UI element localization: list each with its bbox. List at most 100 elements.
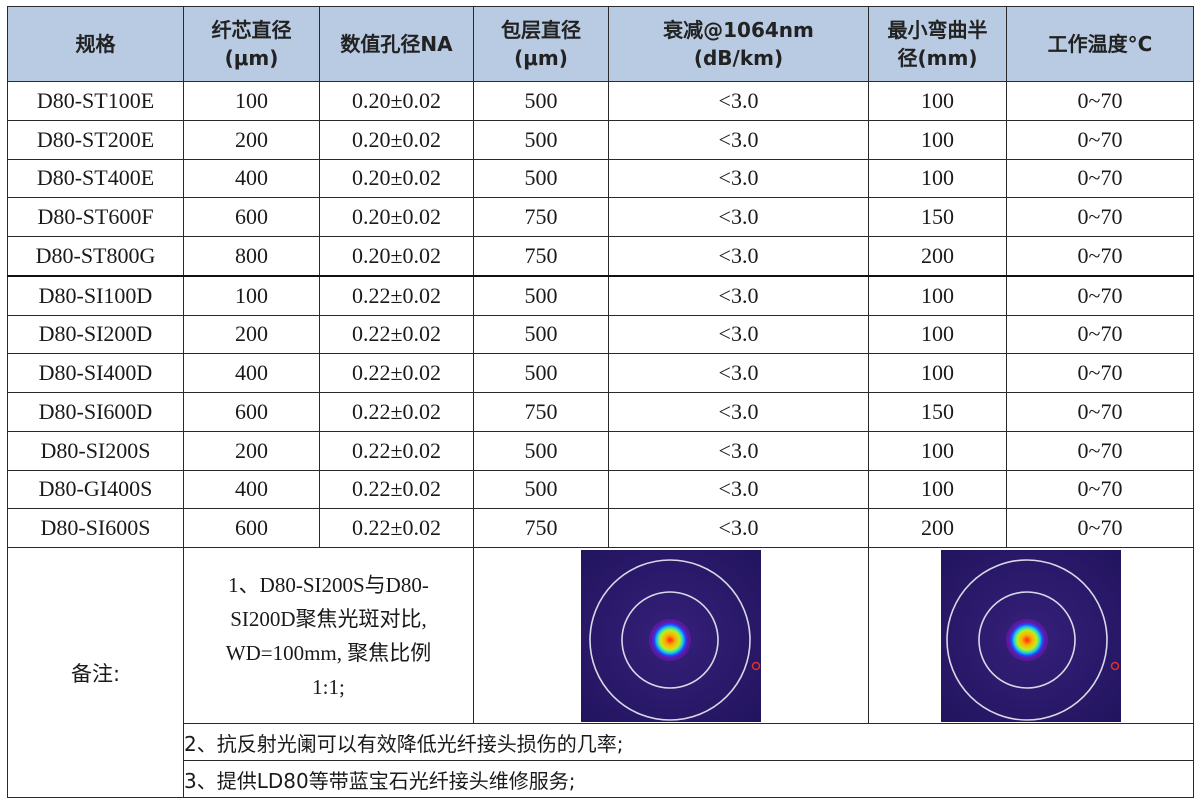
remark-note-1-line: 1、D80-SI200S与D80-	[228, 572, 429, 597]
cell-spec: D80-ST800G	[7, 235, 184, 277]
cell-core-diameter: 200	[183, 314, 320, 355]
cell-attenuation: <3.0	[608, 469, 869, 510]
header-na: 数值孔径NA	[319, 6, 474, 82]
header-min-bend-radius: 最小弯曲半 径(mm)	[868, 6, 1007, 82]
cell-cladding-diameter: 500	[473, 274, 609, 316]
cell-na: 0.22±0.02	[319, 274, 474, 316]
cell-min-bend-radius: 100	[868, 430, 1007, 471]
cell-na: 0.22±0.02	[319, 353, 474, 394]
remark-note-1: 1、D80-SI200S与D80- SI200D聚焦光斑对比, WD=100mm…	[183, 547, 474, 725]
cell-core-diameter: 200	[183, 430, 320, 471]
cell-attenuation: <3.0	[608, 508, 869, 549]
cell-operating-temperature: 0~70	[1006, 158, 1194, 199]
cell-core-diameter: 600	[183, 392, 320, 432]
header-core-diameter: 纤芯直径 (μm)	[183, 6, 320, 82]
cell-operating-temperature: 0~70	[1006, 119, 1194, 160]
cell-attenuation: <3.0	[608, 235, 869, 277]
table-row: D80-SI600S 600 0.22±0.02 750 <3.0 200 0~70	[7, 508, 1194, 549]
cell-operating-temperature: 0~70	[1006, 81, 1194, 121]
cell-cladding-diameter: 500	[473, 314, 609, 355]
cell-core-diameter: 600	[183, 197, 320, 237]
cell-spec: D80-ST100E	[7, 81, 184, 121]
table-row: D80-ST100E 100 0.20±0.02 500 <3.0 100 0~70	[7, 81, 1194, 121]
header-operating-temperature: 工作温度°C	[1006, 6, 1194, 82]
table-row: D80-SI400D 400 0.22±0.02 500 <3.0 100 0~70	[7, 353, 1194, 394]
cell-operating-temperature: 0~70	[1006, 469, 1194, 510]
table-row: D80-ST600F 600 0.20±0.02 750 <3.0 150 0~70	[7, 197, 1194, 237]
cell-operating-temperature: 0~70	[1006, 508, 1194, 549]
cell-operating-temperature: 0~70	[1006, 197, 1194, 237]
cell-na: 0.20±0.02	[319, 235, 474, 277]
cell-na: 0.22±0.02	[319, 392, 474, 432]
cell-min-bend-radius: 100	[868, 81, 1007, 121]
table-row: D80-SI600D 600 0.22±0.02 750 <3.0 150 0~70	[7, 392, 1194, 432]
cell-na: 0.22±0.02	[319, 469, 474, 510]
focus-spot-image-si200s	[473, 547, 869, 725]
cell-operating-temperature: 0~70	[1006, 353, 1194, 394]
cell-operating-temperature: 0~70	[1006, 430, 1194, 471]
header-cladding-diameter: 包层直径 (μm)	[473, 6, 609, 82]
focus-spot-si200d-graphic	[941, 549, 1121, 722]
cell-min-bend-radius: 200	[868, 508, 1007, 549]
cell-na: 0.22±0.02	[319, 314, 474, 355]
table-row: D80-ST800G 800 0.20±0.02 750 <3.0 200 0~70	[7, 235, 1194, 277]
remark-note-1-line: SI200D聚焦光斑对比,	[230, 606, 427, 631]
cell-attenuation: <3.0	[608, 274, 869, 316]
cell-core-diameter: 600	[183, 508, 320, 549]
header-spec: 规格	[7, 6, 184, 82]
remarks-label: 备注:	[7, 547, 184, 798]
cell-spec: D80-SI600D	[7, 392, 184, 432]
cell-attenuation: <3.0	[608, 314, 869, 355]
cell-min-bend-radius: 100	[868, 353, 1007, 394]
cell-attenuation: <3.0	[608, 353, 869, 394]
spec-table: 规格 纤芯直径 (μm) 数值孔径NA 包层直径 (μm) 衰减@1064nm (dB…	[7, 6, 1194, 798]
cell-core-diameter: 200	[183, 119, 320, 160]
cell-cladding-diameter: 500	[473, 119, 609, 160]
cell-min-bend-radius: 100	[868, 469, 1007, 510]
cell-attenuation: <3.0	[608, 197, 869, 237]
cell-operating-temperature: 0~70	[1006, 235, 1194, 277]
cell-na: 0.20±0.02	[319, 81, 474, 121]
cell-cladding-diameter: 750	[473, 392, 609, 432]
table-row: D80-ST200E 200 0.20±0.02 500 <3.0 100 0~70	[7, 119, 1194, 160]
focus-spot-si200s-graphic	[581, 549, 761, 722]
cell-spec: D80-SI200D	[7, 314, 184, 355]
cell-na: 0.22±0.02	[319, 508, 474, 549]
cell-core-diameter: 100	[183, 274, 320, 316]
cell-na: 0.20±0.02	[319, 119, 474, 160]
table-row: D80-ST400E 400 0.20±0.02 500 <3.0 100 0~70	[7, 158, 1194, 199]
remarks-row-3: 3、提供LD80等带蓝宝石光纤接头维修服务;	[8, 760, 1194, 798]
cell-spec: D80-SI600S	[7, 508, 184, 549]
cell-attenuation: <3.0	[608, 392, 869, 432]
cell-core-diameter: 400	[183, 353, 320, 394]
cell-cladding-diameter: 500	[473, 353, 609, 394]
cell-na: 0.20±0.02	[319, 197, 474, 237]
cell-spec: D80-ST200E	[7, 119, 184, 160]
cell-attenuation: <3.0	[608, 81, 869, 121]
cell-operating-temperature: 0~70	[1006, 314, 1194, 355]
cell-cladding-diameter: 750	[473, 197, 609, 237]
remark-note-2: 2、抗反射光阑可以有效降低光纤接头损伤的几率;	[183, 723, 1194, 762]
cell-na: 0.22±0.02	[319, 430, 474, 471]
cell-core-diameter: 800	[183, 235, 320, 277]
table-row: D80-GI400S 400 0.22±0.02 500 <3.0 100 0~70	[7, 469, 1194, 510]
cell-min-bend-radius: 150	[868, 392, 1007, 432]
cell-spec: D80-SI400D	[7, 353, 184, 394]
cell-cladding-diameter: 750	[473, 235, 609, 277]
table-row: D80-SI200D 200 0.22±0.02 500 <3.0 100 0~70	[7, 314, 1194, 355]
cell-na: 0.20±0.02	[319, 158, 474, 199]
cell-spec: D80-GI400S	[7, 469, 184, 510]
cell-spec: D80-SI100D	[7, 274, 184, 316]
cell-attenuation: <3.0	[608, 119, 869, 160]
focus-spot-image-si200d	[868, 547, 1194, 725]
cell-operating-temperature: 0~70	[1006, 274, 1194, 316]
cell-core-diameter: 400	[183, 158, 320, 199]
cell-operating-temperature: 0~70	[1006, 392, 1194, 432]
table-row: D80-SI200S 200 0.22±0.02 500 <3.0 100 0~70	[7, 430, 1194, 471]
cell-cladding-diameter: 500	[473, 469, 609, 510]
header-attenuation: 衰减@1064nm (dB/km)	[608, 6, 869, 82]
cell-spec: D80-SI200S	[7, 430, 184, 471]
remarks-row-2: 2、抗反射光阑可以有效降低光纤接头损伤的几率;	[8, 723, 1194, 762]
cell-cladding-diameter: 500	[473, 430, 609, 471]
table-row: D80-SI100D 100 0.22±0.02 500 <3.0 100 0~70	[7, 274, 1194, 316]
